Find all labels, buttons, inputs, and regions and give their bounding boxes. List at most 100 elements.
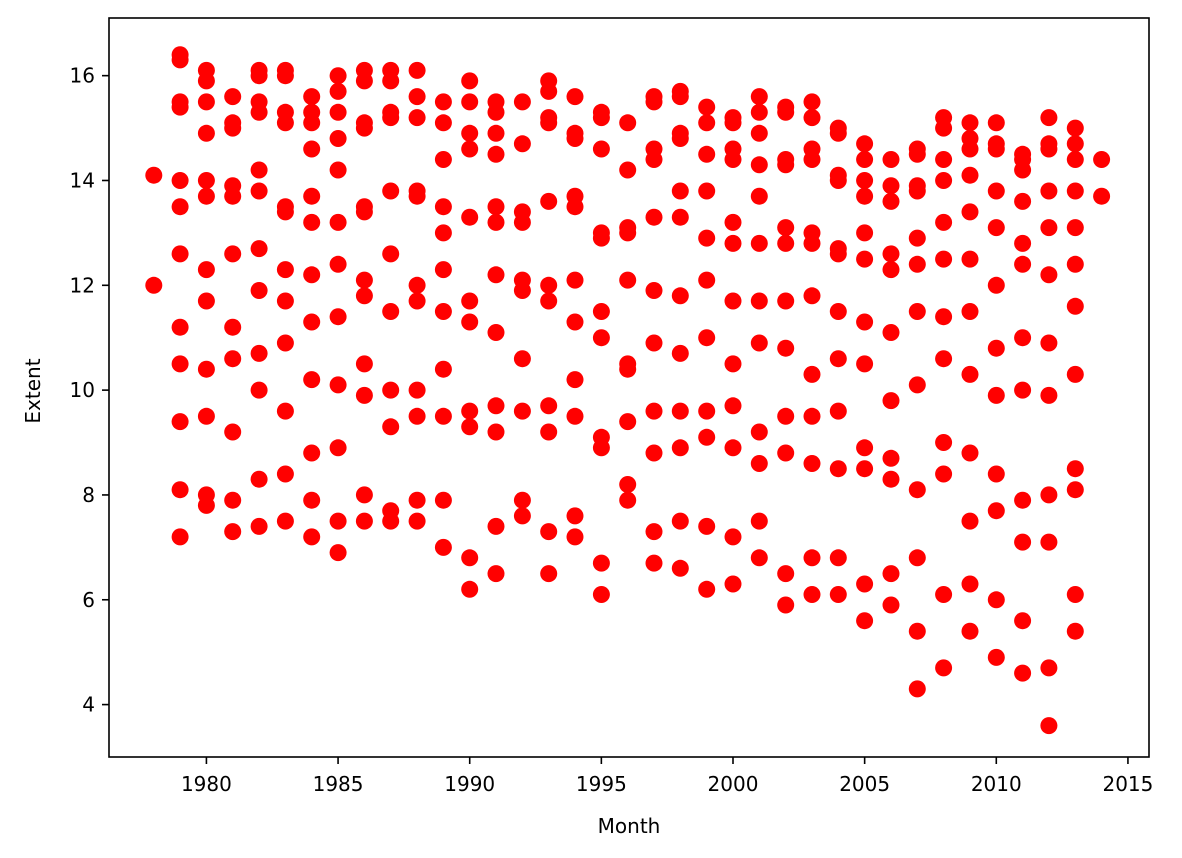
data-point [882, 151, 900, 168]
data-point [408, 512, 426, 530]
data-point [961, 575, 979, 593]
data-point [829, 172, 847, 189]
data-point [987, 386, 1005, 404]
data-point [1040, 140, 1058, 158]
data-point [698, 271, 716, 289]
data-point [856, 575, 874, 593]
y-tick-label: 6 [82, 588, 95, 612]
data-point [329, 213, 347, 231]
data-point [276, 402, 294, 420]
data-point [592, 439, 610, 457]
data-point [540, 192, 558, 210]
data-point [961, 365, 979, 383]
data-point [619, 114, 637, 132]
data-point [408, 109, 426, 127]
data-point [777, 407, 795, 425]
data-point [276, 465, 294, 483]
data-point [303, 187, 321, 205]
data-point [197, 187, 215, 205]
data-point [698, 329, 716, 347]
data-point [829, 124, 847, 142]
data-point [698, 114, 716, 132]
data-point [829, 549, 847, 567]
data-point [671, 88, 689, 106]
data-point [1066, 460, 1084, 478]
data-point [355, 119, 373, 137]
data-point [540, 292, 558, 310]
data-point [434, 360, 452, 378]
data-point [777, 234, 795, 252]
x-axis-label: Month [598, 814, 661, 838]
data-point [355, 512, 373, 530]
data-point [1066, 365, 1084, 383]
data-point [434, 114, 452, 132]
data-point [1040, 486, 1058, 504]
data-point [329, 376, 347, 394]
data-point [171, 318, 189, 336]
data-point [197, 496, 215, 514]
data-point [908, 549, 926, 567]
data-point [250, 67, 268, 85]
data-point [619, 413, 637, 431]
data-point [1066, 151, 1084, 168]
data-point [935, 119, 953, 137]
data-point [224, 88, 242, 106]
data-point [961, 114, 979, 132]
data-point [513, 213, 531, 231]
data-point [724, 234, 742, 252]
points-layer [145, 46, 1111, 735]
x-tick-label: 2000 [708, 772, 759, 796]
data-point [987, 219, 1005, 237]
data-point [750, 455, 768, 472]
data-point [303, 140, 321, 158]
data-point [408, 187, 426, 205]
data-point [355, 287, 373, 305]
data-point [434, 261, 452, 279]
data-point [750, 124, 768, 142]
data-point [461, 72, 479, 90]
x-tick-label: 1985 [313, 772, 364, 796]
data-point [355, 271, 373, 289]
data-point [1066, 135, 1084, 153]
data-point [777, 156, 795, 174]
data-point [329, 67, 347, 85]
data-point [461, 549, 479, 567]
data-point [908, 622, 926, 640]
data-point [987, 182, 1005, 200]
data-point [750, 423, 768, 441]
data-point [382, 303, 400, 320]
data-point [829, 245, 847, 263]
data-point [724, 292, 742, 310]
data-point [671, 208, 689, 226]
data-point [803, 287, 821, 305]
data-point [487, 324, 505, 341]
data-point [1066, 219, 1084, 237]
data-point [829, 460, 847, 478]
data-point [882, 261, 900, 279]
data-point [803, 549, 821, 567]
data-point [382, 381, 400, 399]
data-point [750, 512, 768, 530]
data-point [171, 198, 189, 216]
x-tick-label: 1995 [576, 772, 627, 796]
data-point [987, 339, 1005, 357]
data-point [645, 523, 663, 541]
data-point [276, 334, 294, 352]
data-point [856, 172, 874, 189]
data-point [487, 198, 505, 216]
data-point [592, 109, 610, 127]
data-point [724, 575, 742, 593]
x-axis: 1980 1985 1990 1995 2000 2005 2010 2015 [181, 757, 1153, 796]
data-point [961, 512, 979, 530]
data-point [145, 166, 163, 184]
data-point [724, 213, 742, 231]
data-point [671, 182, 689, 200]
data-point [671, 344, 689, 362]
data-point [856, 224, 874, 242]
data-point [829, 350, 847, 368]
data-point [645, 93, 663, 111]
data-point [461, 313, 479, 331]
data-point [961, 303, 979, 320]
data-point [171, 413, 189, 431]
